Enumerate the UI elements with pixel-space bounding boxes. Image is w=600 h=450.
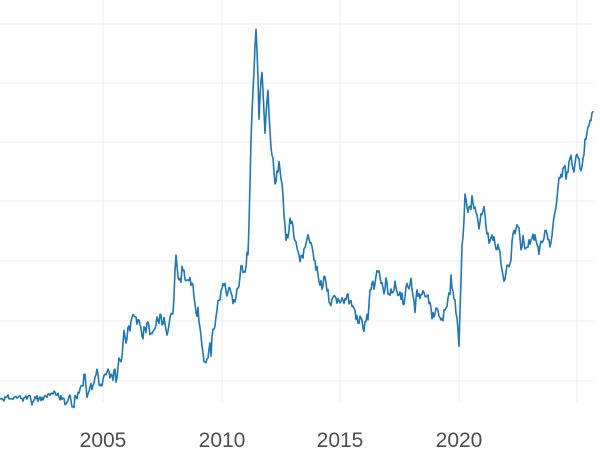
svg-text:2005: 2005 [80, 429, 127, 450]
svg-text:2020: 2020 [436, 429, 483, 450]
svg-text:2010: 2010 [199, 429, 246, 450]
svg-text:2015: 2015 [317, 429, 364, 450]
